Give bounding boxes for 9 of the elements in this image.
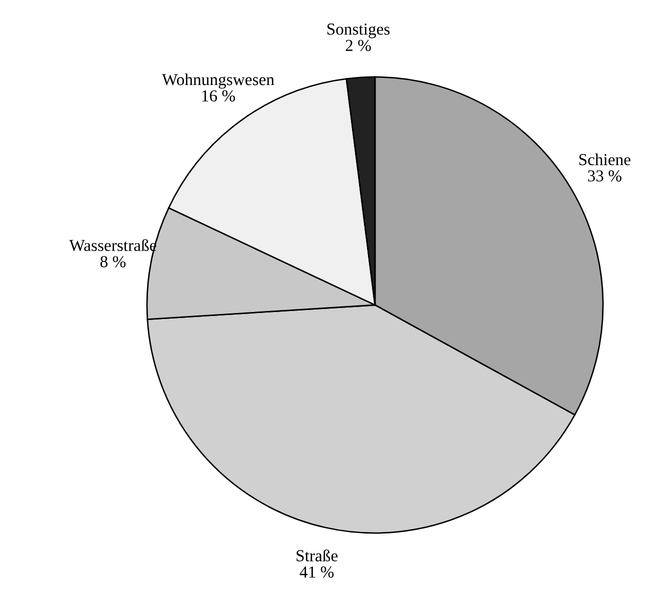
- slice-label: Straße: [296, 549, 338, 562]
- slice-label: Schiene: [579, 154, 630, 166]
- slice-label: Sonstiges: [327, 24, 390, 38]
- data-label: 16 %: [202, 90, 235, 102]
- slice-label: Wohnungswesen: [162, 73, 274, 89]
- data-label: 2 %: [346, 40, 371, 52]
- data-label: 8 %: [100, 256, 126, 268]
- data-label: 33 %: [588, 170, 622, 182]
- data-label: 41 %: [300, 566, 334, 578]
